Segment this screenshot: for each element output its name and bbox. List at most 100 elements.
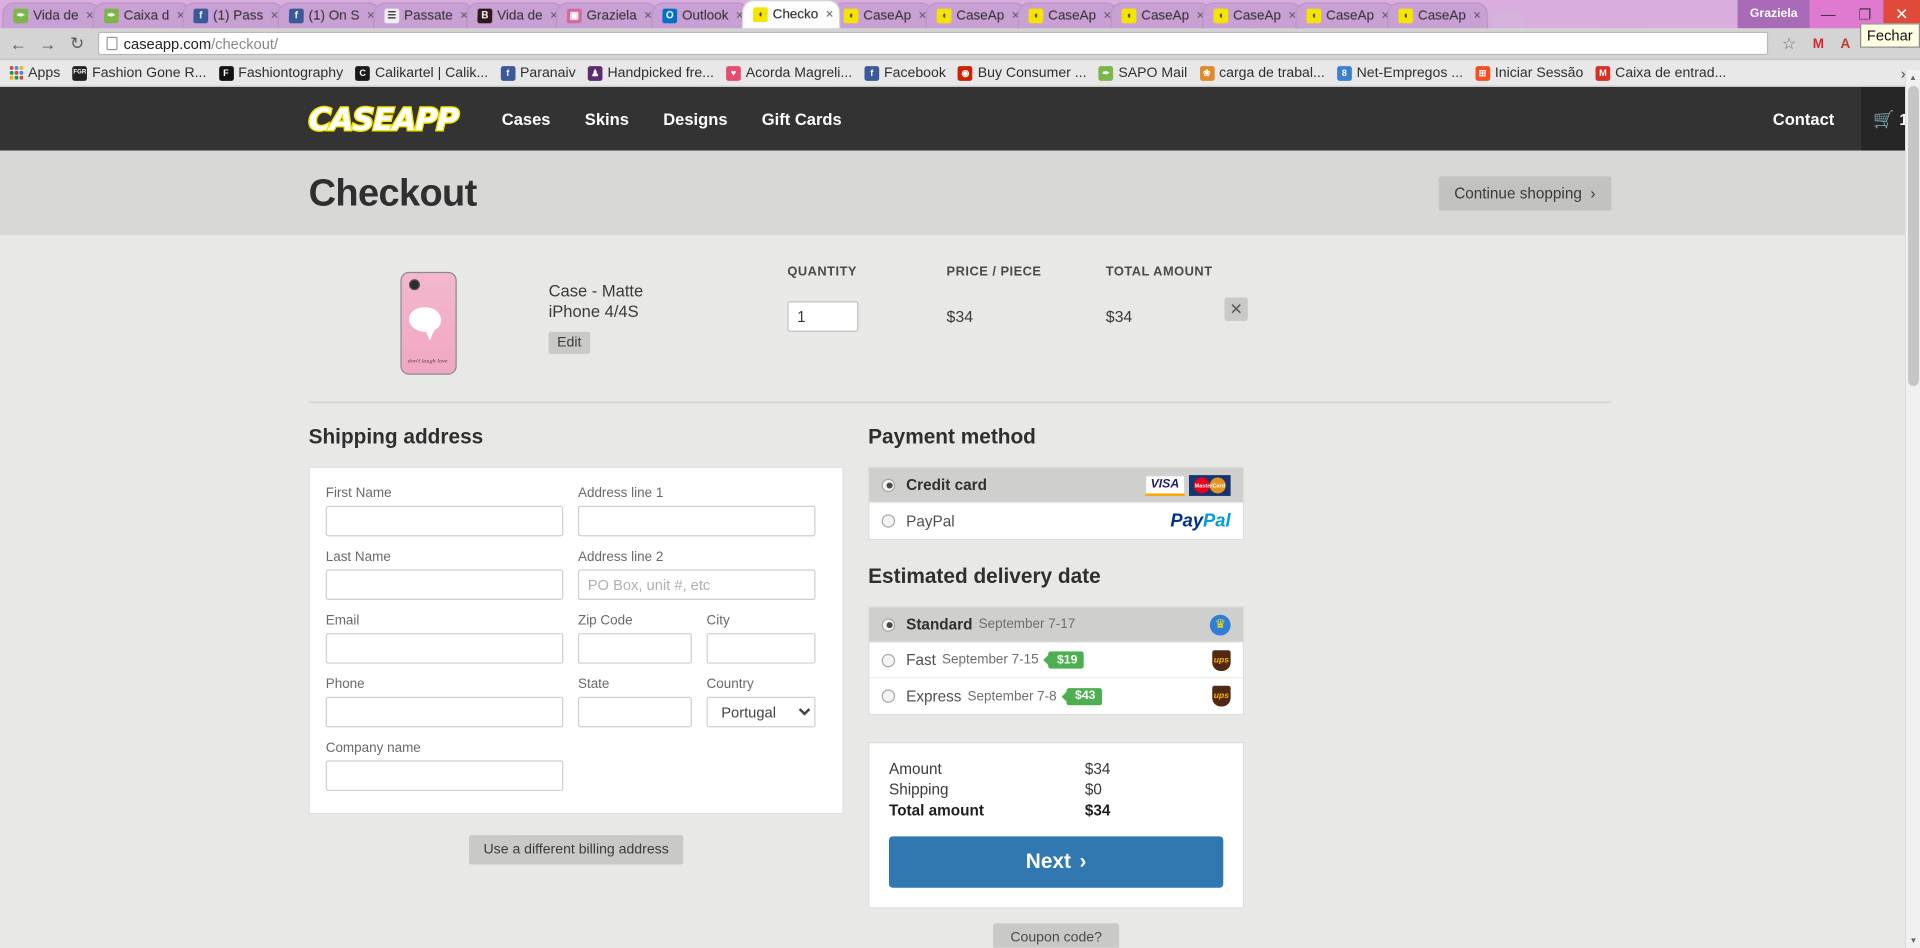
- billing-address-button[interactable]: Use a different billing address: [468, 835, 684, 865]
- last-name-label: Last Name: [325, 549, 391, 565]
- page-scrollbar[interactable]: ▲ ▼: [1905, 70, 1920, 948]
- browser-tab[interactable]: ◖ CaseAp ×: [1017, 2, 1118, 29]
- continue-shopping-button[interactable]: Continue shopping ›: [1438, 175, 1612, 211]
- paypal-brand: PayPal: [1170, 512, 1230, 530]
- header-right: Contact 🛒 1: [1746, 86, 1920, 151]
- back-icon[interactable]: ←: [9, 33, 27, 54]
- bookmark-item[interactable]: C Calikartel | Calik...: [349, 63, 494, 83]
- bookmark-item[interactable]: M Caixa de entrad...: [1589, 63, 1732, 83]
- browser-tab[interactable]: ✒ Vida de ×: [2, 2, 101, 29]
- delivery-label: Express: [906, 687, 962, 705]
- quantity-input[interactable]: [787, 301, 859, 332]
- phone-input[interactable]: [325, 696, 564, 728]
- zip-input[interactable]: [577, 633, 692, 664]
- bookmark-item[interactable]: ⊞ Iniciar Sessão: [1469, 63, 1589, 83]
- address-bar[interactable]: caseapp.com/checkout/: [97, 31, 1769, 56]
- browser-tab[interactable]: B Vida de ×: [466, 2, 565, 29]
- next-button[interactable]: Next ›: [888, 836, 1224, 888]
- radio-standard[interactable]: [881, 617, 896, 632]
- first-name-input[interactable]: [325, 505, 564, 537]
- delivery-option-standard[interactable]: Standard September 7-17 ♛: [869, 607, 1243, 643]
- company-input[interactable]: [325, 760, 564, 792]
- adblock-extension-icon[interactable]: A: [1840, 36, 1851, 51]
- scroll-down-arrow[interactable]: ▼: [1909, 936, 1918, 945]
- browser-tab[interactable]: ◖ CaseAp ×: [832, 2, 933, 29]
- bookmark-item[interactable]: F Fashiontography: [213, 63, 350, 83]
- browser-tab[interactable]: ✒ Caixa d ×: [92, 2, 191, 29]
- payment-option-credit-card[interactable]: Credit card VISA MasterCard: [869, 467, 1243, 504]
- delivery-label: Fast: [906, 651, 936, 669]
- page-info-icon[interactable]: [106, 36, 118, 51]
- payment-option-paypal[interactable]: PayPal PayPal: [869, 503, 1243, 539]
- remove-item-button[interactable]: ✕: [1224, 297, 1248, 321]
- coupon-code-button[interactable]: Coupon code?: [993, 923, 1120, 948]
- address2-label: Address line 2: [577, 549, 664, 565]
- paypal-label: PayPal: [906, 512, 955, 530]
- radio-credit-card[interactable]: [881, 478, 896, 492]
- scroll-up-arrow[interactable]: ▲: [1909, 73, 1917, 82]
- bookmark-star-icon[interactable]: ☆: [1781, 33, 1797, 53]
- delivery-option-fast[interactable]: Fast September 7-15 $19 ups: [869, 642, 1243, 679]
- price-value: $34: [946, 307, 974, 326]
- bookmark-item[interactable]: f Facebook: [858, 63, 952, 83]
- total-column: TOTAL AMOUNT $34: [1106, 264, 1213, 325]
- email-input[interactable]: [325, 633, 564, 664]
- contact-link[interactable]: Contact: [1772, 109, 1835, 128]
- thumbnail-script-text: don't laugh love: [407, 357, 448, 364]
- bookmark-item[interactable]: Apps: [4, 63, 67, 83]
- email-label: Email: [325, 613, 360, 629]
- forward-icon[interactable]: →: [39, 33, 57, 54]
- bookmark-item[interactable]: ❀ carga de trabal...: [1193, 63, 1331, 83]
- state-input[interactable]: [577, 696, 692, 728]
- new-tab-button[interactable]: [1492, 11, 1525, 29]
- profile-name[interactable]: Graziela: [1737, 0, 1810, 29]
- nav-item-skins[interactable]: Skins: [584, 109, 629, 128]
- tab-close-icon[interactable]: ×: [1473, 8, 1482, 24]
- scrollbar-thumb[interactable]: [1908, 86, 1919, 386]
- browser-tab[interactable]: ◖ CaseAp ×: [924, 2, 1026, 29]
- bookmarks-overflow-icon[interactable]: »: [1901, 64, 1917, 81]
- bookmark-item[interactable]: ✒ SAPO Mail: [1093, 63, 1194, 83]
- nav-item-designs[interactable]: Designs: [663, 109, 728, 128]
- bookmark-item[interactable]: f Paranaiv: [494, 63, 581, 83]
- browser-tab[interactable]: O Outlook ×: [650, 2, 750, 29]
- browser-tab[interactable]: f (1) On S ×: [277, 2, 381, 29]
- edit-item-button[interactable]: Edit: [548, 331, 590, 354]
- caseapp-logo[interactable]: CASEAPP: [306, 100, 459, 138]
- browser-tab[interactable]: ◖ CaseAp ×: [1202, 2, 1304, 29]
- browser-tab[interactable]: f (1) Pass ×: [182, 2, 286, 29]
- delivery-option-express[interactable]: Express September 7-8 $43 ups: [869, 678, 1243, 714]
- last-name-input[interactable]: [325, 569, 564, 601]
- tab-close-icon[interactable]: ×: [825, 7, 834, 23]
- country-select[interactable]: Portugal: [706, 696, 816, 728]
- reload-icon[interactable]: ↻: [69, 33, 85, 53]
- minimize-button[interactable]: —: [1809, 0, 1847, 29]
- browser-tab[interactable]: ☰ Passate ×: [372, 2, 475, 29]
- browser-tab[interactable]: ◖ CaseAp ×: [1294, 2, 1396, 29]
- address2-input[interactable]: [577, 569, 816, 601]
- bookmark-item[interactable]: ♥ Acorda Magreli...: [720, 63, 858, 83]
- payment-section-title: Payment method: [868, 424, 1036, 449]
- city-input[interactable]: [706, 633, 816, 664]
- nav-item-cases[interactable]: Cases: [501, 109, 551, 128]
- tab-label: CaseAp: [1233, 8, 1282, 24]
- mega-extension-icon[interactable]: M: [1812, 36, 1824, 51]
- bookmark-item[interactable]: ◉ Buy Consumer ...: [952, 63, 1093, 83]
- browser-tab[interactable]: ▣ Graziela ×: [556, 2, 659, 29]
- bookmark-item[interactable]: 8 Net-Empregos ...: [1331, 63, 1469, 83]
- browser-tab[interactable]: ◖ CaseAp ×: [1387, 2, 1489, 29]
- first-name-label: First Name: [325, 486, 392, 501]
- product-thumbnail[interactable]: don't laugh love: [400, 271, 457, 375]
- bookmark-item[interactable]: FGR Fashion Gone R...: [66, 63, 212, 83]
- site-nav: Cases Skins Designs Gift Cards: [502, 110, 842, 128]
- radio-express[interactable]: [881, 689, 896, 703]
- bookmark-label: Acorda Magreli...: [745, 65, 853, 81]
- nav-item-gift-cards[interactable]: Gift Cards: [761, 109, 842, 128]
- bookmark-item[interactable]: ♟ Handpicked fre...: [582, 63, 720, 83]
- radio-paypal[interactable]: [881, 514, 896, 528]
- address1-input[interactable]: [577, 505, 816, 537]
- browser-tab[interactable]: ◖ Checko ×: [741, 0, 841, 29]
- caseapp-icon: ◖: [753, 7, 769, 23]
- radio-fast[interactable]: [881, 653, 896, 667]
- browser-tab[interactable]: ◖ CaseAp ×: [1109, 2, 1211, 29]
